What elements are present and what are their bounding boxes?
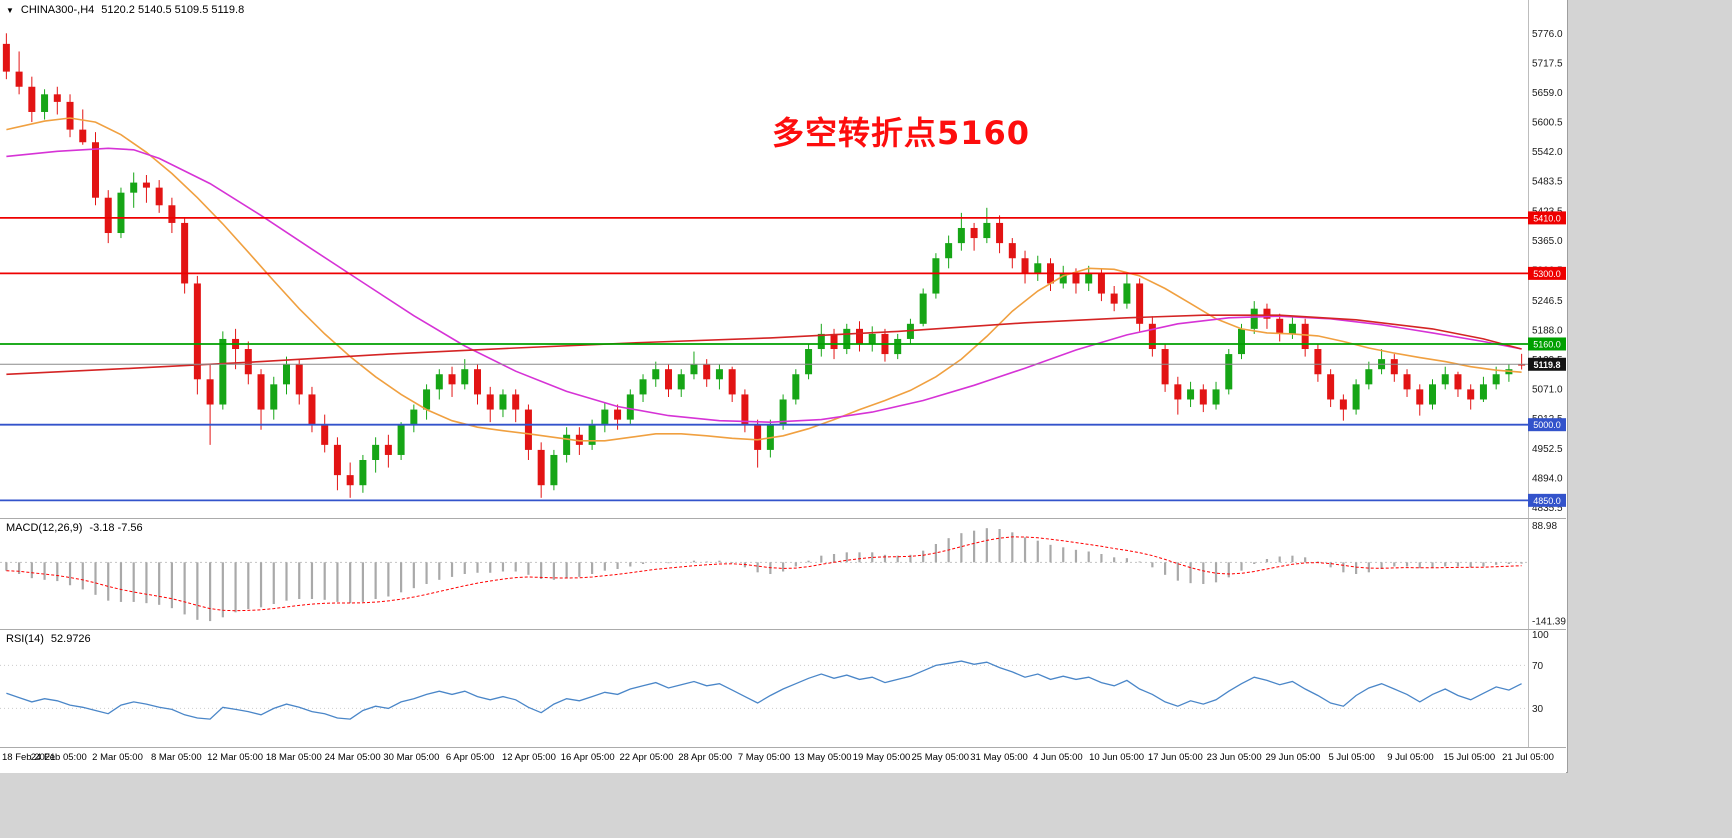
date-label: 28 Apr 05:00 xyxy=(678,752,733,763)
rsi-canvas[interactable]: 100 70 30 xyxy=(0,630,1566,747)
price-tick-label: 4894.0 xyxy=(1532,474,1563,485)
date-label: 10 Jun 05:00 xyxy=(1089,752,1145,763)
annotation-text: 多空转折点5160 xyxy=(772,114,1031,152)
hline-tag-label: 5410.0 xyxy=(1533,213,1561,223)
hline-tag-label: 5160.0 xyxy=(1533,339,1561,349)
current-price-tag xyxy=(1528,357,1566,371)
rsi-tick-label: 100 xyxy=(1532,630,1549,641)
rsi-tick-label: 70 xyxy=(1532,661,1544,672)
date-label: 6 Apr 05:00 xyxy=(445,752,495,763)
macd-indicator-values: -3.18 -7.56 xyxy=(89,522,143,534)
hline-tag xyxy=(1528,337,1566,351)
ma-mid-magenta xyxy=(6,147,1522,424)
hline-tag xyxy=(1528,493,1566,507)
price-pane[interactable]: 5776.05717.55659.05600.55542.05483.55423… xyxy=(0,0,1566,518)
date-label: 15 Jul 05:00 xyxy=(1443,752,1496,763)
date-label: 12 Mar 05:00 xyxy=(207,752,264,763)
price-tick-label: 5483.5 xyxy=(1532,176,1563,187)
date-label: 24 Mar 05:00 xyxy=(324,752,381,763)
price-tick-label: 5776.0 xyxy=(1532,29,1563,40)
date-label: 18 Mar 05:00 xyxy=(265,752,322,763)
date-axis[interactable]: 18 Feb 2021 24 Feb 05:00 2 Mar 05:00 8 Mar … xyxy=(0,747,1566,773)
hline-tag xyxy=(1528,211,1566,225)
price-tick-label: 4835.5 xyxy=(1532,503,1563,514)
macd-tick-label: -141.39 xyxy=(1532,617,1566,628)
rsi-tick-label: 30 xyxy=(1532,704,1544,715)
macd-histogram xyxy=(5,528,1523,622)
date-label: 23 Jun 05:00 xyxy=(1206,752,1262,763)
chart-header: ▼ CHINA300-,H4 5120.2 5140.5 5109.5 5119… xyxy=(6,4,244,16)
ma-slow-red xyxy=(6,314,1522,376)
chart-window: 5776.05717.55659.05600.55542.05483.55423… xyxy=(0,0,1568,773)
ma-fast-orange xyxy=(6,117,1522,442)
date-label: 19 May 05:00 xyxy=(852,752,911,763)
date-label: 18 Feb 2021 xyxy=(2,752,56,763)
rsi-line xyxy=(6,660,1522,720)
price-chart-canvas[interactable]: 5776.05717.55659.05600.55542.05483.55423… xyxy=(0,0,1566,518)
symbol-timeframe-label: CHINA300-,H4 xyxy=(20,4,95,16)
date-label: 31 May 05:00 xyxy=(970,752,1028,763)
rsi-indicator-name: RSI(14) xyxy=(6,633,44,645)
hline-tag xyxy=(1528,418,1566,432)
price-tick-label: 5542.0 xyxy=(1532,147,1563,158)
hline-tag-label: 5300.0 xyxy=(1533,269,1561,279)
hline-tag xyxy=(1528,266,1566,280)
price-tick-label: 5659.0 xyxy=(1532,88,1563,99)
date-label: 4 Jun 05:00 xyxy=(1033,752,1083,763)
date-label: 21 Jul 05:00 xyxy=(1502,752,1554,763)
date-label: 25 May 05:00 xyxy=(911,752,970,763)
date-label: 16 Apr 05:00 xyxy=(560,752,615,763)
price-tick-label: 5188.0 xyxy=(1532,325,1563,336)
price-tick-label: 5365.0 xyxy=(1532,236,1563,247)
date-label: 22 Apr 05:00 xyxy=(619,752,674,763)
date-label: 17 Jun 05:00 xyxy=(1147,752,1203,763)
macd-pane[interactable]: 88.98 -141.39 MACD(12,26,9) -3.18 -7.56 xyxy=(0,518,1566,630)
ohlc-values: 5120.2 5140.5 5109.5 5119.8 xyxy=(101,4,245,16)
hline-tag-label: 5000.0 xyxy=(1533,420,1561,430)
date-label: 30 Mar 05:00 xyxy=(383,752,440,763)
rsi-indicator-value: 52.9726 xyxy=(50,633,91,645)
macd-canvas[interactable]: 88.98 -141.39 xyxy=(0,519,1566,629)
date-label: 2 Mar 05:00 xyxy=(92,752,143,763)
hline-tag-label: 4850.0 xyxy=(1533,496,1561,506)
date-label: 12 Apr 05:00 xyxy=(501,752,556,763)
price-tick-label: 5071.0 xyxy=(1532,384,1563,395)
date-label: 29 Jun 05:00 xyxy=(1265,752,1321,763)
price-tick-label: 5717.5 xyxy=(1532,58,1563,69)
rsi-pane[interactable]: 100 70 30 RSI(14) 52.9726 xyxy=(0,629,1566,748)
chevron-down-icon[interactable]: ▼ xyxy=(6,5,14,15)
price-tick-label: 5246.5 xyxy=(1532,296,1563,307)
macd-tick-label: 88.98 xyxy=(1532,521,1557,532)
date-label: 5 Jul 05:00 xyxy=(1328,752,1375,763)
date-label: 8 Mar 05:00 xyxy=(150,752,202,763)
date-label: 13 May 05:00 xyxy=(793,752,852,763)
macd-signal-line xyxy=(6,536,1522,612)
current-price-tag-label: 5119.8 xyxy=(1533,360,1560,370)
candles xyxy=(2,33,1526,498)
price-tick-label: 5600.5 xyxy=(1532,117,1563,128)
date-label: 9 Jul 05:00 xyxy=(1387,752,1434,763)
price-tick-label: 4952.5 xyxy=(1532,444,1563,455)
date-label: 7 May 05:00 xyxy=(737,752,791,763)
date-label: 24 Feb 05:00 xyxy=(30,752,87,763)
rsi-label: RSI(14) 52.9726 xyxy=(6,633,91,645)
macd-indicator-name: MACD(12,26,9) xyxy=(6,522,83,534)
macd-label: MACD(12,26,9) -3.18 -7.56 xyxy=(6,522,143,534)
